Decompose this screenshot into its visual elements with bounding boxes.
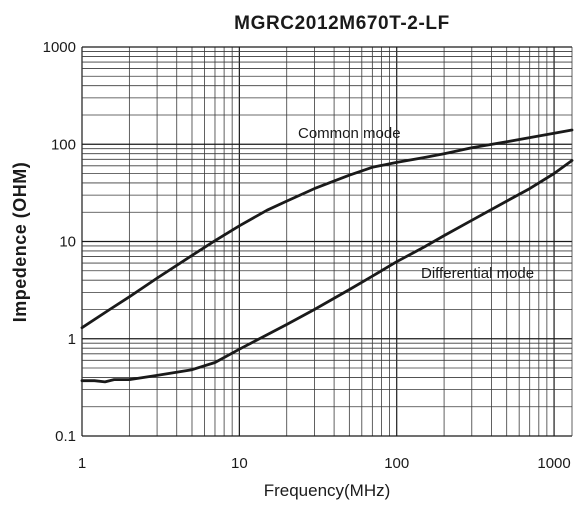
series-label-common-mode: Common mode (298, 125, 401, 142)
y-tick-label: 1000 (43, 39, 76, 56)
x-tick-labels: 1 10 100 1000 (78, 455, 571, 472)
chart-title: MGRC2012M670T-2-LF (234, 13, 450, 34)
x-axis-label: Frequency(MHz) (264, 481, 391, 500)
differential-mode-curve (80, 159, 574, 384)
y-tick-label: 1 (68, 331, 76, 348)
y-tick-label: 100 (51, 136, 76, 153)
y-tick-label: 0.1 (55, 428, 76, 445)
plot-grid (81, 46, 573, 437)
x-tick-label: 10 (231, 455, 248, 472)
x-tick-label: 1 (78, 455, 86, 472)
x-tick-label: 100 (384, 455, 409, 472)
x-tick-label: 1000 (537, 455, 570, 472)
y-tick-labels: 0.1 1 10 100 1000 (43, 39, 76, 445)
y-axis-label: Impedence (OHM) (10, 162, 30, 323)
plot-curves (80, 128, 574, 384)
series-label-differential-mode: Differential mode (421, 265, 534, 282)
common-mode-curve (80, 128, 574, 330)
y-tick-label: 10 (59, 234, 76, 251)
